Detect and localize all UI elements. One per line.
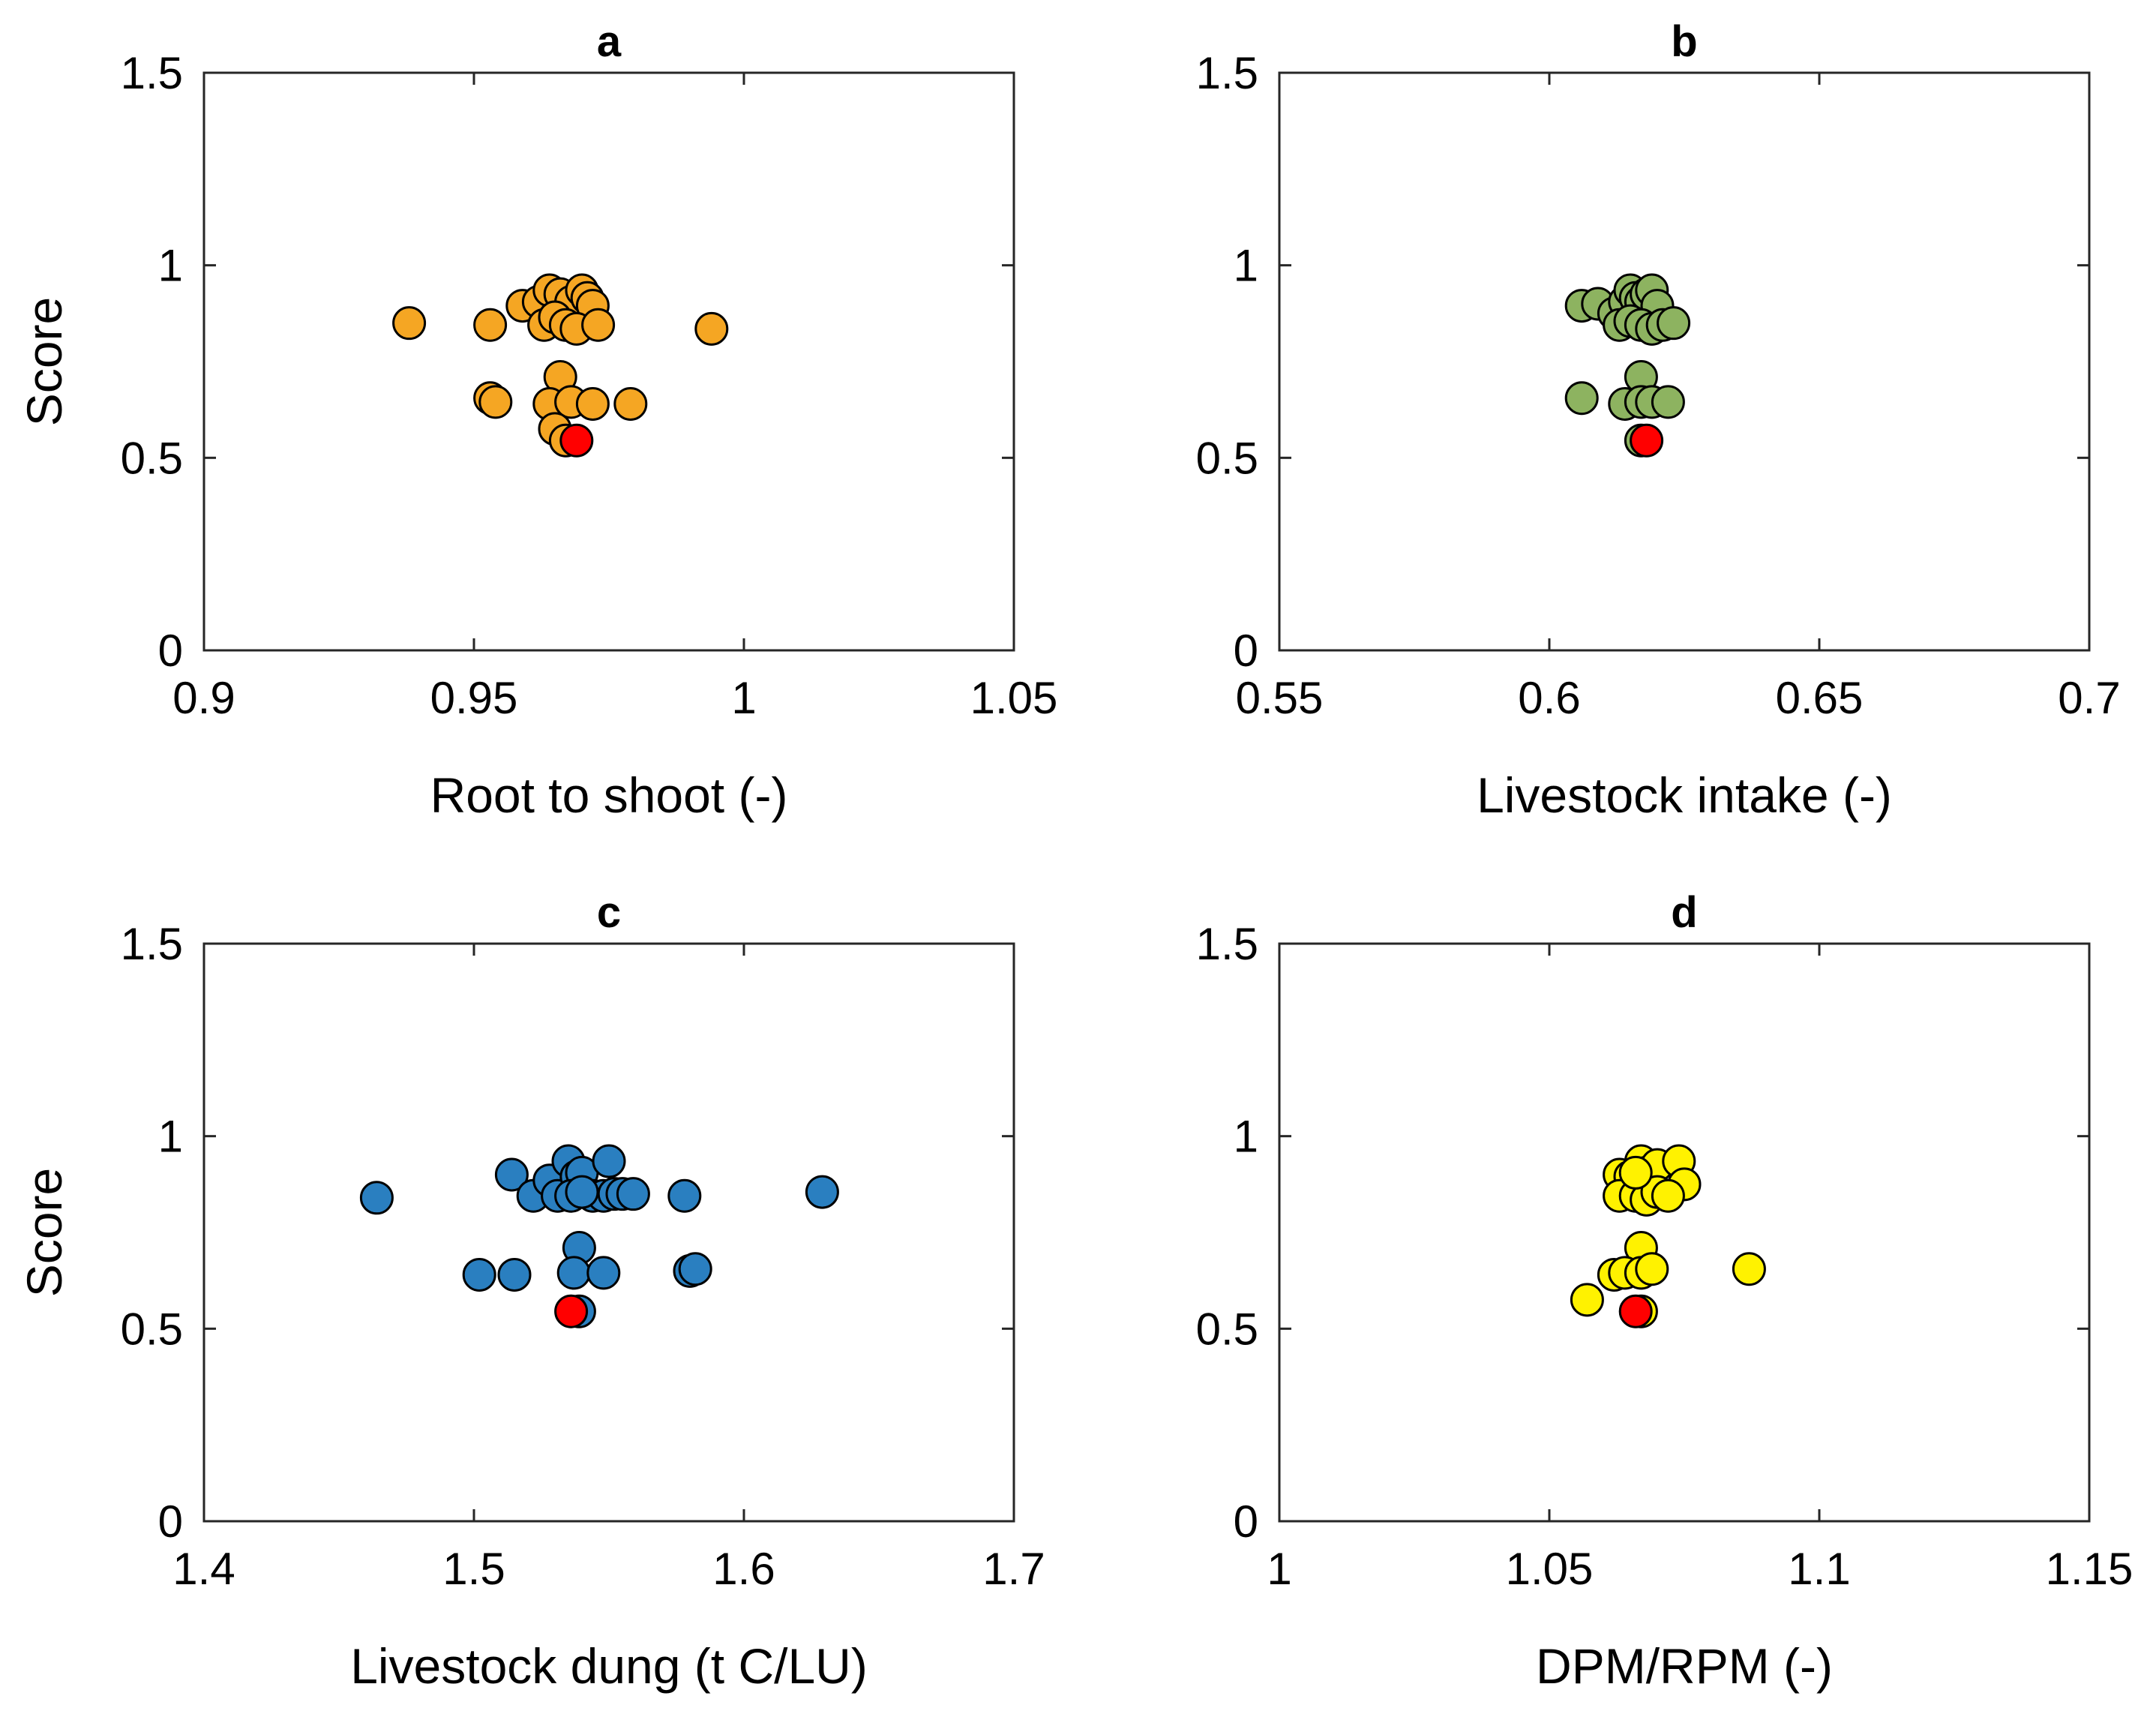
panel-title-b: b — [1671, 17, 1697, 66]
x-tick-label: 0.55 — [1236, 673, 1324, 723]
x-tick-label: 1.05 — [970, 673, 1058, 723]
y-tick-label: 1.5 — [1196, 919, 1258, 969]
data-point — [581, 308, 616, 342]
y-tick-label: 1 — [1234, 241, 1258, 291]
y-tick-label: 1.5 — [121, 48, 183, 98]
x-tick-label: 0.65 — [1776, 673, 1864, 723]
data-point — [1657, 306, 1691, 341]
data-point — [497, 1257, 532, 1292]
y-tick-label: 0 — [1234, 1496, 1258, 1547]
x-tick-label: 0.9 — [172, 673, 235, 723]
y-tick-label: 1.5 — [1196, 48, 1258, 98]
x-tick-label: 1.4 — [172, 1544, 235, 1594]
data-point — [359, 1181, 394, 1215]
data-point — [1651, 1178, 1685, 1213]
data-point — [678, 1252, 712, 1286]
x-tick-label: 0.6 — [1518, 673, 1580, 723]
x-tick-label: 1 — [1267, 1544, 1291, 1594]
data-point — [462, 1257, 496, 1292]
y-tick-label: 0.5 — [1196, 1304, 1258, 1354]
y-axis-label-a: Score — [16, 297, 72, 426]
data-point — [494, 1157, 529, 1192]
panel-title-d: d — [1671, 888, 1697, 937]
data-point — [575, 386, 610, 421]
data-point — [478, 385, 513, 419]
x-tick-label: 1.1 — [1788, 1544, 1850, 1594]
y-axis-label-c: Score — [16, 1168, 72, 1297]
x-tick-label: 1.5 — [442, 1544, 505, 1594]
data-point — [667, 1178, 702, 1213]
x-axis-label-a: Root to shoot (-) — [430, 767, 788, 823]
axes-box-d — [1278, 942, 2091, 1523]
highlight-point — [554, 1294, 589, 1328]
x-tick-label: 1.7 — [982, 1544, 1045, 1594]
panel-title-a: a — [597, 17, 622, 66]
data-point — [592, 1144, 626, 1178]
x-tick-label: 1.05 — [1506, 1544, 1594, 1594]
x-tick-label: 1.15 — [2046, 1544, 2134, 1594]
data-point — [694, 311, 729, 346]
panel-c: 1.4 1.5 1.6 1.7 0 0.5 1 1.5 c Livestock dung (t C… — [16, 888, 1045, 1694]
panel-title-c: c — [597, 888, 621, 937]
axes-box-b — [1278, 71, 2091, 652]
data-point — [392, 306, 427, 341]
data-point — [1732, 1252, 1766, 1286]
data-point — [613, 386, 648, 421]
y-tick-label: 0.5 — [1196, 433, 1258, 483]
data-point — [1618, 1155, 1653, 1190]
data-point — [586, 1256, 621, 1290]
data-point — [1651, 385, 1685, 419]
y-tick-label: 0 — [158, 1496, 183, 1547]
highlight-point — [1630, 423, 1664, 458]
highlight-point — [1618, 1294, 1653, 1328]
y-tick-label: 0 — [1234, 626, 1258, 676]
data-point — [805, 1175, 839, 1209]
y-tick-label: 1.5 — [121, 919, 183, 969]
x-tick-label: 0.7 — [2058, 673, 2120, 723]
y-tick-label: 0.5 — [121, 433, 183, 483]
axes-box-a — [202, 71, 1015, 652]
y-tick-label: 0 — [158, 626, 183, 676]
data-point — [1635, 1252, 1669, 1286]
y-tick-label: 0.5 — [121, 1304, 183, 1354]
x-tick-label: 1.6 — [712, 1544, 775, 1594]
axes-box-c — [202, 942, 1015, 1523]
x-axis-label-c: Livestock dung (t C/LU) — [350, 1638, 868, 1694]
y-tick-label: 1 — [158, 241, 183, 291]
y-tick-label: 1 — [1234, 1112, 1258, 1162]
x-tick-label: 0.95 — [430, 673, 518, 723]
panel-b: 0.55 0.6 0.65 0.7 0 0.5 1 1.5 b Livestock intake … — [1196, 17, 2121, 823]
data-point — [473, 308, 508, 342]
x-axis-label-d: DPM/RPM (-) — [1536, 1638, 1833, 1694]
highlight-point — [559, 423, 594, 458]
data-point — [565, 1175, 599, 1209]
panel-d: 1 1.05 1.1 1.15 0 0.5 1 1.5 d DPM/RPM (-) — [1196, 888, 2134, 1694]
x-tick-label: 1 — [731, 673, 756, 723]
data-point — [1564, 381, 1599, 416]
x-axis-label-b: Livestock intake (-) — [1477, 767, 1892, 823]
data-point — [556, 1256, 591, 1290]
data-point — [1570, 1283, 1604, 1317]
data-point — [616, 1177, 650, 1211]
y-tick-label: 1 — [158, 1112, 183, 1162]
panel-a: 0.9 0.95 1 1.05 0 0.5 1 1.5 a Root to shoot (-) Sc… — [16, 17, 1057, 823]
